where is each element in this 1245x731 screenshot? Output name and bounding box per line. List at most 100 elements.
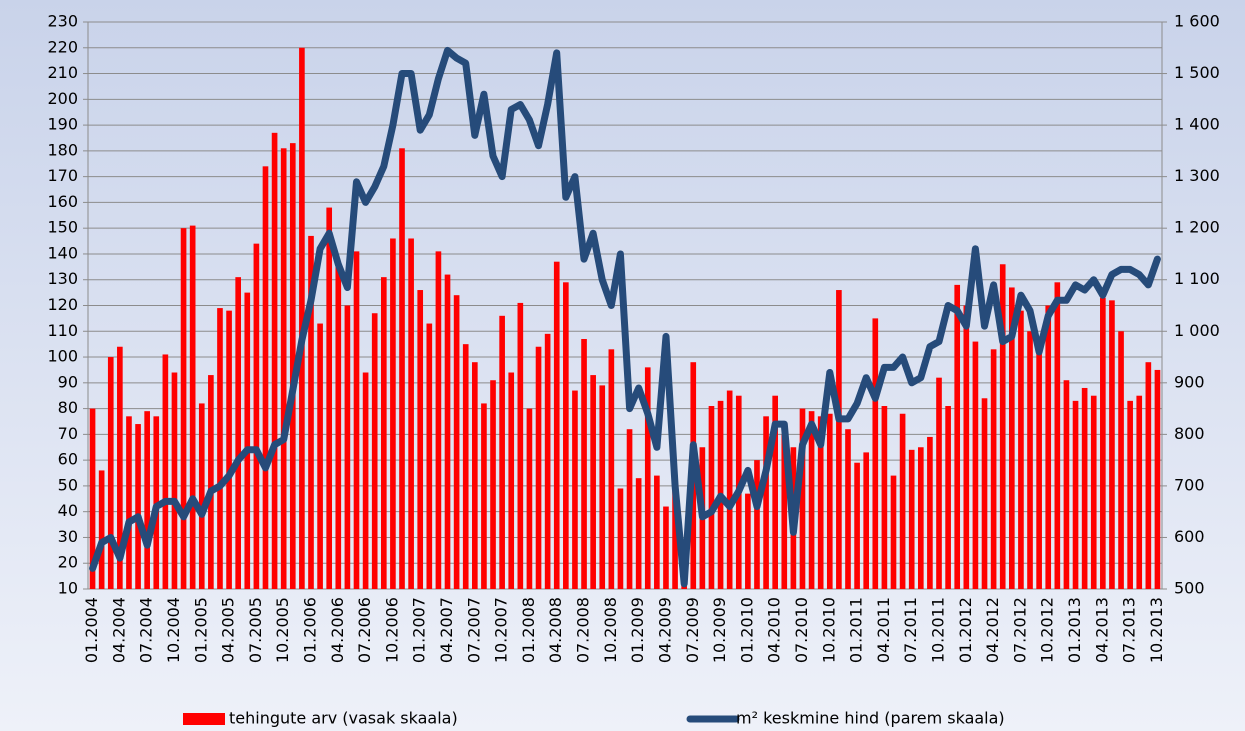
x-tick-label: 10.2013	[1147, 597, 1166, 663]
bar	[280, 148, 287, 589]
x-tick-label: 10.2010	[819, 597, 838, 663]
x-tick-label: 04.2013	[1092, 597, 1111, 663]
bar	[472, 362, 478, 589]
bar	[1063, 380, 1070, 589]
x-tick-label: 07.2012	[1010, 597, 1029, 663]
y-tick-label: 20	[58, 553, 78, 572]
bar	[126, 416, 132, 589]
x-tick-label: 01.2004	[82, 597, 101, 663]
bar	[344, 305, 351, 589]
x-tick-label: 01.2012	[956, 597, 975, 663]
bar	[371, 313, 378, 589]
x-tick-label: 04.2012	[983, 597, 1002, 663]
bar	[890, 475, 897, 589]
bar	[544, 333, 551, 589]
x-tick-label: 01.2005	[191, 597, 210, 663]
bar	[408, 238, 414, 589]
bar	[535, 346, 542, 589]
y2-tick-label: 1 000	[1174, 321, 1220, 340]
x-tick-label: 07.2004	[137, 597, 156, 663]
bar	[836, 290, 842, 589]
bar	[490, 380, 496, 589]
bar	[654, 475, 660, 589]
bar	[599, 385, 606, 589]
x-tick-label: 04.2009	[655, 597, 674, 663]
x-tick-label: 10.2006	[382, 597, 401, 663]
bar	[563, 282, 569, 589]
bar	[854, 462, 860, 589]
x-tick-label: 07.2010	[792, 597, 811, 663]
y2-tick-label: 1 400	[1174, 115, 1220, 134]
bar	[417, 290, 424, 589]
y-tick-label: 170	[47, 166, 78, 185]
bar	[444, 274, 451, 589]
bar	[353, 251, 360, 590]
bar	[299, 47, 305, 590]
bar	[453, 295, 460, 589]
y-tick-label: 100	[47, 347, 78, 366]
bar	[1145, 362, 1152, 589]
bar	[553, 261, 560, 589]
x-tick-label: 04.2011	[874, 597, 893, 663]
y2-tick-label: 700	[1174, 475, 1205, 494]
y2-tick-label: 900	[1174, 372, 1205, 391]
bar	[317, 323, 323, 589]
x-tick-label: 10.2005	[273, 597, 292, 663]
y2-tick-label: 1 500	[1174, 63, 1220, 82]
bar	[362, 372, 369, 589]
y-tick-label: 180	[47, 140, 78, 159]
legend-label: m² keskmine hind (parem skaala)	[736, 709, 1005, 728]
y2-tick-label: 1 300	[1174, 166, 1220, 185]
x-tick-label: 10.2012	[1038, 597, 1057, 663]
y-tick-label: 130	[47, 269, 78, 288]
bar	[581, 339, 587, 589]
bar	[954, 284, 961, 589]
bar	[1100, 297, 1106, 589]
x-tick-label: 01.2008	[519, 597, 538, 663]
bar	[863, 452, 870, 589]
bar	[908, 449, 915, 589]
bar	[89, 408, 96, 589]
bar	[435, 251, 442, 590]
y-tick-label: 190	[47, 115, 78, 134]
bar	[763, 416, 769, 589]
bar	[1136, 395, 1143, 589]
bar	[845, 429, 851, 589]
bar	[117, 346, 123, 589]
x-tick-label: 04.2010	[765, 597, 784, 663]
x-tick-label: 04.2006	[328, 597, 347, 663]
bar	[872, 318, 879, 589]
bar	[781, 434, 788, 589]
x-tick-label: 04.2004	[109, 597, 128, 663]
bar	[626, 429, 633, 589]
x-tick-label: 04.2008	[546, 597, 565, 663]
y2-tick-label: 600	[1174, 527, 1205, 546]
bar	[426, 323, 433, 589]
bar	[198, 403, 205, 589]
x-tick-label: 01.2013	[1065, 597, 1084, 663]
bar	[1118, 331, 1124, 589]
bar	[1018, 310, 1024, 589]
y-tick-label: 60	[58, 450, 78, 469]
x-tick-label: 01.2010	[737, 597, 756, 663]
y-tick-label: 30	[58, 527, 78, 546]
x-tick-label: 01.2007	[410, 597, 429, 663]
x-tick-label: 07.2009	[683, 597, 702, 663]
bar	[981, 398, 988, 589]
bar	[326, 207, 333, 589]
x-tick-label: 07.2011	[901, 597, 920, 663]
y-tick-label: 90	[58, 372, 78, 391]
bar	[499, 315, 505, 589]
x-tick-label: 04.2007	[437, 597, 456, 663]
bar	[217, 308, 223, 589]
bar	[162, 354, 169, 589]
y-tick-label: 50	[58, 475, 78, 494]
y-tick-label: 40	[58, 501, 78, 520]
bar	[308, 235, 314, 589]
x-tick-label: 04.2005	[219, 597, 238, 663]
bar	[107, 357, 114, 589]
bar	[672, 483, 678, 589]
bar	[999, 264, 1006, 589]
bar	[817, 416, 824, 589]
x-tick-label: 10.2011	[929, 597, 948, 663]
